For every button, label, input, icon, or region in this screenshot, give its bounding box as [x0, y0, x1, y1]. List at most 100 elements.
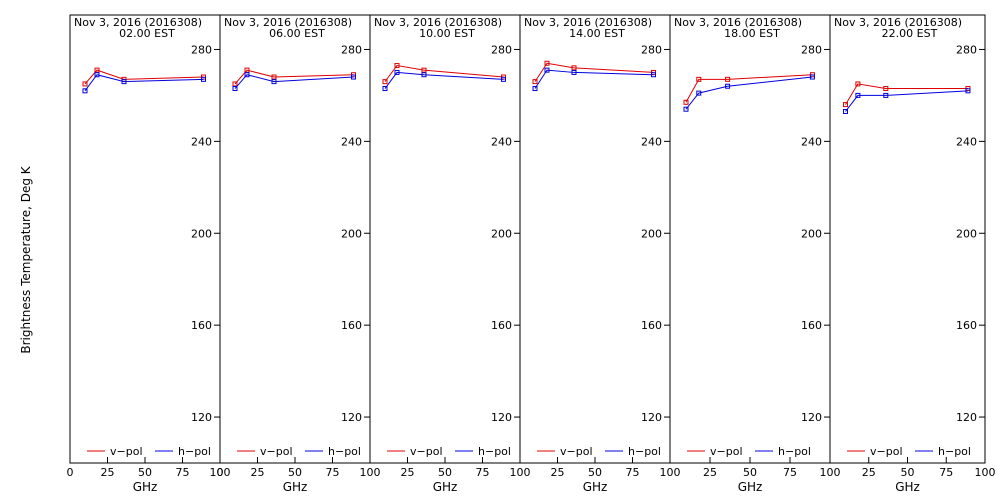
panel-4: Nov 3, 2016 (2016308)14.00 EST 120 160 200 2… — [519, 14, 681, 494]
y-tick-label: 280 — [641, 43, 662, 56]
x-tick-label: 100 — [510, 466, 531, 479]
y-tick-label: 280 — [491, 43, 512, 56]
y-tick-label: 280 — [191, 43, 212, 56]
panel-3: Nov 3, 2016 (2016308)10.00 EST 120 160 200 2… — [369, 14, 531, 494]
x-tick-label: 75 — [326, 466, 340, 479]
y-tick-label: 120 — [341, 411, 362, 424]
data-point-h-pol — [271, 79, 277, 85]
data-point-v-pol — [244, 67, 250, 73]
x-tick-label: 75 — [783, 466, 797, 479]
series-line-h-pol — [234, 74, 354, 89]
data-point-h-pol — [683, 106, 689, 112]
series-line-v-pol — [685, 74, 813, 103]
data-point-v-pol — [82, 81, 88, 87]
legend-label-h-pol: h−pol — [778, 445, 811, 458]
data-point-h-pol — [809, 74, 815, 80]
y-tick-label: 200 — [341, 227, 362, 240]
data-point-v-pol — [421, 67, 427, 73]
y-tick-label: 200 — [491, 227, 512, 240]
x-tick-label: 100 — [210, 466, 231, 479]
data-point-h-pol — [244, 72, 250, 78]
data-point-v-pol — [94, 67, 100, 73]
data-point-h-pol — [855, 92, 861, 98]
legend-label-v-pol: v−pol — [260, 445, 293, 458]
x-tick-label: 50 — [901, 466, 915, 479]
y-tick-label: 120 — [801, 411, 822, 424]
data-point-h-pol — [501, 76, 506, 82]
panel-time-title: 02.00 EST — [119, 27, 175, 40]
y-tick-label: 280 — [341, 43, 362, 56]
y-tick-label: 240 — [491, 135, 512, 148]
panel-time-title: 10.00 EST — [419, 27, 475, 40]
x-tick-label: 100 — [660, 466, 681, 479]
panel-time-title: 06.00 EST — [269, 27, 325, 40]
y-tick-label: 280 — [801, 43, 822, 56]
y-tick-label: 160 — [801, 319, 822, 332]
panel-date-title: Nov 3, 2016 (2016308) — [74, 16, 202, 29]
series-line-v-pol — [234, 69, 354, 85]
data-point-v-pol — [725, 76, 731, 82]
x-axis-label: GHz — [895, 480, 920, 494]
x-tick-label: 100 — [975, 466, 996, 479]
series-line-h-pol — [845, 90, 968, 112]
data-point-v-pol — [394, 63, 400, 69]
legend-label-v-pol: v−pol — [110, 445, 143, 458]
x-axis-label: GHz — [133, 480, 158, 494]
x-tick-label: 75 — [626, 466, 640, 479]
data-point-h-pol — [351, 74, 356, 80]
y-tick-label: 240 — [801, 135, 822, 148]
y-tick-label: 280 — [956, 43, 977, 56]
y-tick-label: 120 — [491, 411, 512, 424]
series-line-v-pol — [384, 64, 504, 82]
data-point-h-pol — [965, 88, 971, 94]
y-tick-label: 240 — [956, 135, 977, 148]
x-tick-label: 25 — [251, 466, 265, 479]
x-axis-label: GHz — [283, 480, 308, 494]
data-point-h-pol — [232, 86, 238, 92]
x-tick-label: 25 — [862, 466, 876, 479]
data-point-h-pol — [843, 108, 848, 114]
legend-label-v-pol: v−pol — [870, 445, 903, 458]
data-point-v-pol — [883, 86, 889, 92]
panel-time-title: 18.00 EST — [724, 27, 780, 40]
y-tick-label: 120 — [956, 411, 977, 424]
panel-date-title: Nov 3, 2016 (2016308) — [374, 16, 502, 29]
x-tick-label: 25 — [101, 466, 115, 479]
series-line-h-pol — [84, 74, 204, 92]
legend-label-h-pol: h−pol — [938, 445, 971, 458]
data-point-h-pol — [532, 86, 538, 92]
y-tick-label: 200 — [956, 227, 977, 240]
y-tick-label: 200 — [801, 227, 822, 240]
series-line-h-pol — [685, 76, 813, 110]
data-point-h-pol — [201, 76, 206, 82]
x-tick-label: 75 — [939, 466, 953, 479]
x-axis-label: GHz — [583, 480, 608, 494]
data-point-h-pol — [421, 72, 427, 78]
data-point-h-pol — [82, 88, 88, 94]
x-tick-label: 100 — [820, 466, 841, 479]
data-point-v-pol — [532, 79, 538, 85]
x-tick-label: 75 — [476, 466, 490, 479]
x-tick-label: 50 — [743, 466, 757, 479]
y-tick-label: 160 — [641, 319, 662, 332]
data-point-h-pol — [544, 67, 550, 73]
x-tick-label: 25 — [401, 466, 415, 479]
legend-label-v-pol: v−pol — [560, 445, 593, 458]
x-tick-label: 50 — [438, 466, 452, 479]
panel-time-title: 14.00 EST — [569, 27, 625, 40]
data-point-h-pol — [725, 83, 731, 89]
data-point-v-pol — [382, 79, 388, 85]
data-point-h-pol — [394, 69, 400, 75]
data-point-v-pol — [571, 65, 577, 71]
data-point-h-pol — [571, 69, 577, 75]
x-tick-label: 100 — [360, 466, 381, 479]
panel-date-title: Nov 3, 2016 (2016308) — [524, 16, 652, 29]
panel-time-title: 22.00 EST — [882, 27, 938, 40]
x-tick-label: 0 — [67, 466, 74, 479]
y-tick-label: 200 — [191, 227, 212, 240]
data-point-h-pol — [94, 72, 100, 78]
data-point-h-pol — [883, 92, 889, 98]
x-tick-label: 75 — [176, 466, 190, 479]
series-line-h-pol — [384, 71, 504, 89]
